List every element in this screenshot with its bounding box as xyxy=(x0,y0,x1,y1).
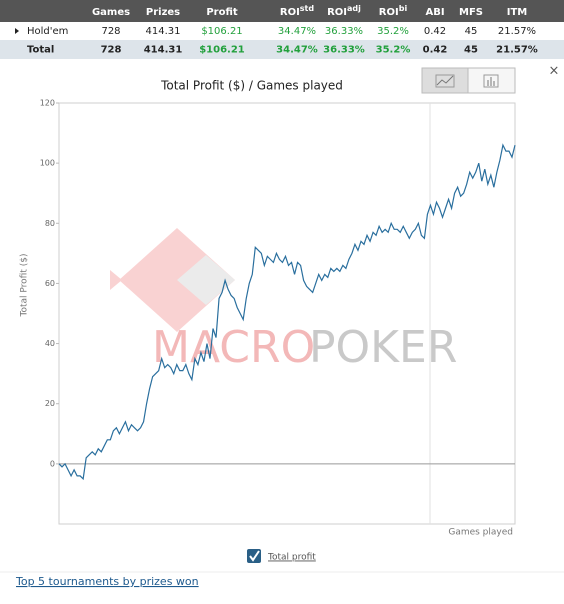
table-cell: 21.57% xyxy=(496,45,538,56)
table-cell: $106.21 xyxy=(199,45,245,56)
header-text: ROI xyxy=(379,7,399,18)
table-cell: 34.47% xyxy=(278,26,316,37)
header-sup: bi xyxy=(399,4,408,13)
header-text: ITM xyxy=(507,7,528,18)
table-cell: 45 xyxy=(465,26,478,37)
header-text: Games xyxy=(92,7,130,18)
table-header-bg xyxy=(0,0,564,22)
table-cell: 36.33% xyxy=(325,26,363,37)
column-header: Prizes xyxy=(146,7,180,18)
y-tick-label: 80 xyxy=(45,219,55,228)
y-tick-label: 120 xyxy=(40,99,55,108)
table-cell: 35.2% xyxy=(377,26,409,37)
table-cell: 35.2% xyxy=(376,45,411,56)
link[interactable]: Top 5 tournaments by prizes won xyxy=(15,575,199,588)
column-header: ROIstd xyxy=(280,4,315,19)
watermark: POKER xyxy=(309,322,457,373)
table-cell: 45 xyxy=(464,45,478,56)
expand-arrow[interactable] xyxy=(15,28,19,34)
plot-frame xyxy=(58,102,516,525)
table-cell: 34.47% xyxy=(276,45,318,56)
y-tick-label: 40 xyxy=(45,339,55,348)
legend-label[interactable]: Total profit xyxy=(267,553,316,563)
chart-title: Total Profit ($) / Games played xyxy=(160,79,343,93)
table-cell: $106.21 xyxy=(201,26,242,37)
header-text: Prizes xyxy=(146,7,180,18)
table-cell: 728 xyxy=(101,26,120,37)
row-label: Hold'em xyxy=(27,26,68,37)
header-text: ROI xyxy=(280,7,300,18)
header-sup: adj xyxy=(347,4,361,13)
header-text: Profit xyxy=(206,7,238,18)
table-cell: 36.33% xyxy=(323,45,365,56)
y-tick-label: 100 xyxy=(40,159,55,168)
column-header: MFS xyxy=(459,7,483,18)
legend-checkbox[interactable] xyxy=(247,549,261,563)
row-label: Total xyxy=(27,45,54,56)
column-header: ROIadj xyxy=(327,4,361,19)
total-row-bg xyxy=(0,40,564,59)
view-toggle[interactable] xyxy=(421,67,516,94)
column-header: ABI xyxy=(425,7,444,18)
watermark-logo xyxy=(110,228,235,332)
profit-line xyxy=(58,143,516,481)
close-button[interactable]: × xyxy=(549,64,560,79)
column-header: ITM xyxy=(507,7,528,18)
y-tick-label: 0 xyxy=(50,459,55,468)
table-cell: 0.42 xyxy=(423,45,448,56)
header-text: ROI xyxy=(327,7,347,18)
table-cell: 21.57% xyxy=(498,26,536,37)
table-cell: 0.42 xyxy=(424,26,446,37)
header-text: ABI xyxy=(425,7,444,18)
table-cell: 414.31 xyxy=(144,45,183,56)
x-axis-label: Games played xyxy=(448,528,513,538)
column-header: Games xyxy=(92,7,130,18)
column-header: ROIbi xyxy=(379,4,408,19)
column-header: Profit xyxy=(206,7,238,18)
table-cell: 728 xyxy=(101,45,122,56)
y-axis-label: Total Profit ($) xyxy=(20,254,30,318)
header-sup: std xyxy=(300,4,315,13)
y-tick-label: 20 xyxy=(45,399,55,408)
table-cell: 414.31 xyxy=(146,26,181,37)
header-text: MFS xyxy=(459,7,483,18)
watermark: MACRO xyxy=(152,322,315,373)
y-tick-label: 60 xyxy=(45,279,55,288)
